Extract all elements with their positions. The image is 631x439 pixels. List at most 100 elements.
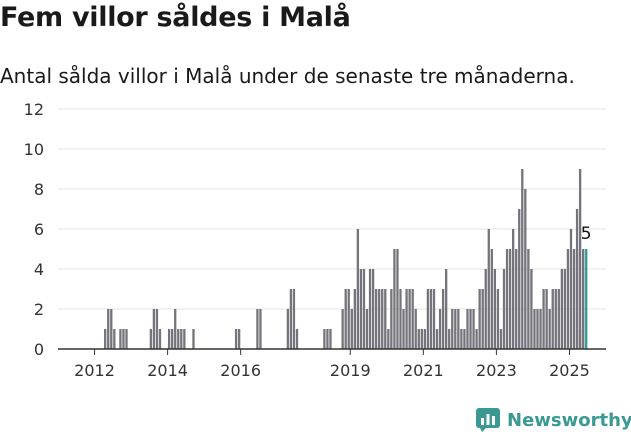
bar	[237, 329, 241, 349]
chart-title: Fem villor såldes i Malå	[0, 2, 351, 33]
bar	[259, 309, 262, 349]
bar	[454, 309, 457, 349]
bar	[484, 269, 487, 349]
bar	[554, 289, 557, 349]
bar	[551, 289, 554, 349]
bar	[545, 289, 548, 349]
bar	[356, 229, 360, 349]
bar	[393, 249, 396, 349]
bar	[460, 329, 463, 349]
bar	[515, 249, 518, 349]
bar	[329, 329, 332, 349]
bar	[420, 329, 423, 349]
x-tick-label: 2021	[403, 361, 444, 380]
x-tick-label: 2023	[476, 361, 517, 380]
bar-chart: 0 2 4 6 8 10 12 2012 2014 2016 2019 2021 2023 2025 5	[24, 100, 606, 380]
bar	[578, 169, 582, 349]
bar	[478, 289, 481, 349]
bar	[381, 289, 384, 349]
bar	[347, 289, 350, 349]
bar	[445, 269, 448, 349]
x-tick-label: 2016	[220, 361, 261, 380]
bar	[149, 329, 153, 349]
bar	[405, 289, 408, 349]
bar	[463, 329, 466, 349]
bar	[438, 309, 442, 349]
bar	[408, 289, 411, 349]
bar-chart-icon	[476, 408, 500, 432]
bar	[362, 269, 366, 349]
bar	[378, 289, 381, 349]
bar	[475, 329, 478, 349]
bar	[582, 249, 585, 349]
bar	[113, 329, 116, 349]
bar	[353, 289, 356, 349]
bar	[542, 289, 545, 349]
bar	[289, 289, 293, 349]
bar	[387, 329, 390, 349]
bar	[155, 309, 159, 349]
bar	[432, 289, 436, 349]
bar	[499, 329, 503, 349]
bar	[374, 289, 378, 349]
bar	[399, 289, 402, 349]
bar	[548, 309, 551, 349]
bar	[481, 289, 484, 349]
y-tick-label: 2	[34, 300, 44, 319]
bar	[527, 249, 530, 349]
bar	[417, 329, 420, 349]
bar	[326, 329, 329, 349]
bar	[530, 269, 533, 349]
bar	[511, 229, 515, 349]
bar	[533, 309, 536, 349]
bar	[457, 309, 460, 349]
bar	[152, 309, 156, 349]
bar	[371, 269, 375, 349]
bar	[365, 309, 369, 349]
bar	[524, 189, 527, 349]
x-tick-label: 2014	[147, 361, 188, 380]
data-label: 5	[581, 224, 592, 244]
bar	[396, 249, 399, 349]
bar	[192, 329, 195, 349]
bar	[368, 269, 372, 349]
bar	[256, 309, 259, 349]
y-tick-label: 0	[34, 340, 44, 359]
x-tick-label: 2019	[330, 361, 371, 380]
bar	[350, 309, 353, 349]
bar	[292, 289, 296, 349]
bar	[487, 229, 490, 349]
bar	[490, 249, 493, 349]
bar	[563, 269, 567, 349]
y-tick-label: 10	[24, 140, 44, 159]
bar	[414, 309, 417, 349]
bar	[344, 289, 347, 349]
bar	[295, 329, 299, 349]
bar	[505, 249, 509, 349]
bar	[423, 329, 427, 349]
bar	[411, 289, 414, 349]
bar	[502, 269, 506, 349]
bar	[536, 309, 539, 349]
bar	[174, 309, 177, 349]
bar	[183, 329, 186, 349]
bar	[167, 329, 171, 349]
bar	[122, 329, 125, 349]
x-tick-label: 2012	[74, 361, 115, 380]
bar	[521, 169, 524, 349]
bar	[569, 229, 573, 349]
bar	[572, 249, 576, 349]
y-tick-label: 6	[34, 220, 44, 239]
chart-subtitle: Antal sålda villor i Malå under de senas…	[0, 64, 575, 88]
bar	[466, 309, 469, 349]
bar	[341, 309, 344, 349]
bar	[402, 309, 405, 349]
bar	[119, 329, 122, 349]
bar	[448, 329, 451, 349]
bar	[359, 269, 363, 349]
bar	[286, 309, 290, 349]
bar	[451, 309, 454, 349]
bar	[104, 329, 107, 349]
bar	[323, 329, 326, 349]
bar	[110, 309, 113, 349]
